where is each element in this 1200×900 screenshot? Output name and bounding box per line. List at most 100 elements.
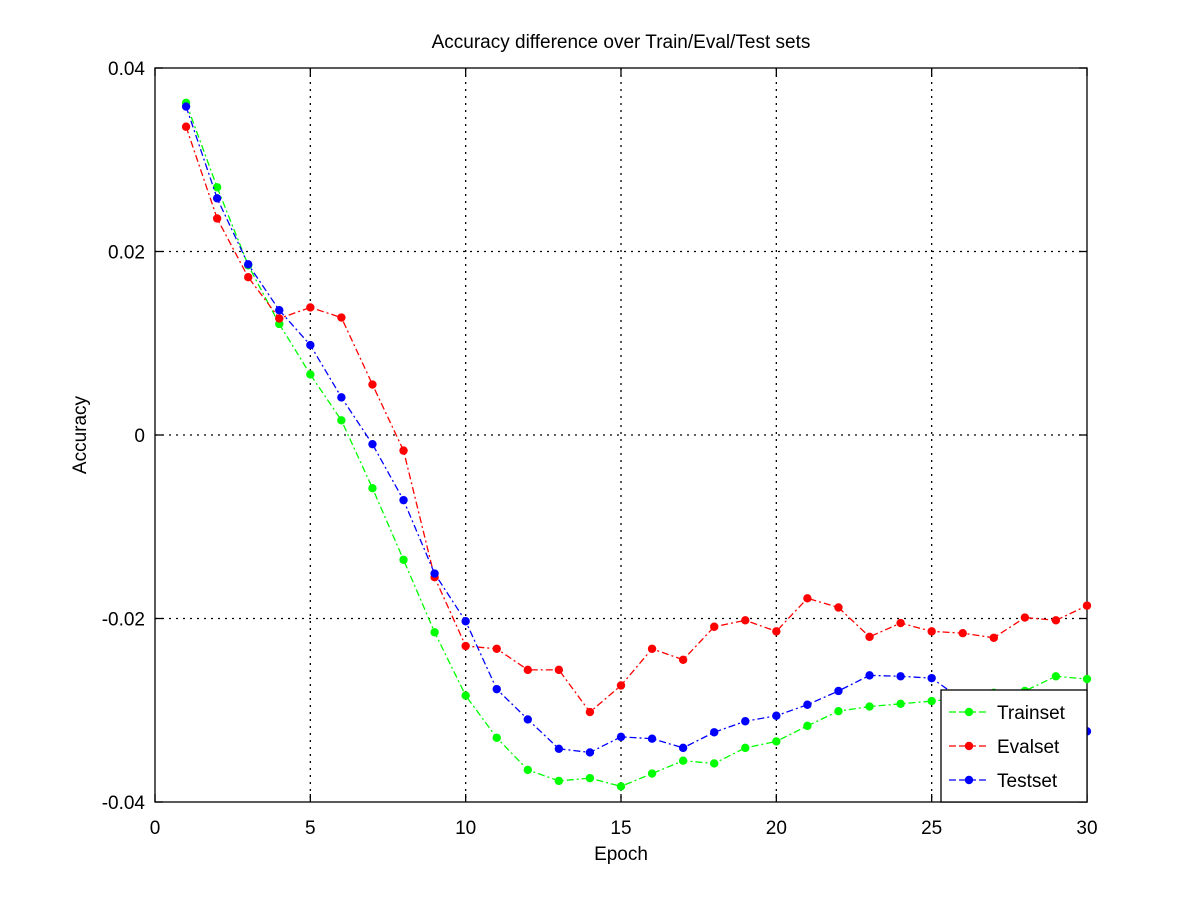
x-tick-label: 10 bbox=[455, 818, 476, 839]
data-point-testset bbox=[212, 194, 222, 203]
x-tick-label: 0 bbox=[150, 818, 161, 839]
grid bbox=[155, 68, 1087, 802]
data-point-testset bbox=[430, 569, 439, 578]
data-point-testset bbox=[772, 711, 781, 720]
data-point-trainset bbox=[678, 756, 688, 765]
data-point-testset bbox=[399, 495, 408, 505]
data-point-testset bbox=[244, 260, 253, 269]
legend-item-testset: Testset bbox=[949, 771, 1058, 792]
data-point-evalset bbox=[337, 313, 346, 322]
data-point-evalset bbox=[275, 314, 284, 323]
legend-marker-evalset bbox=[964, 741, 974, 751]
series-line-trainset bbox=[185, 102, 1088, 788]
data-point-trainset bbox=[430, 628, 439, 637]
data-point-trainset bbox=[554, 776, 564, 786]
data-point-trainset bbox=[585, 773, 595, 783]
data-point-testset bbox=[927, 673, 936, 683]
data-point-trainset bbox=[306, 370, 315, 379]
data-point-testset bbox=[710, 728, 719, 737]
data-point-trainset bbox=[834, 706, 843, 716]
data-point-evalset bbox=[306, 303, 315, 312]
data-point-evalset bbox=[212, 214, 222, 223]
y-tick-label: 0.04 bbox=[108, 59, 145, 80]
data-point-testset bbox=[492, 684, 501, 694]
axis-ticks: 0 5 10 15 20 25 30 -0.04 -0.02 0 0.02 0.04 bbox=[102, 59, 1098, 839]
data-point-trainset bbox=[492, 733, 501, 742]
x-tick-label: 20 bbox=[766, 818, 787, 839]
data-point-testset bbox=[306, 340, 315, 350]
data-point-evalset bbox=[927, 627, 936, 636]
legend-marker-trainset bbox=[964, 707, 974, 717]
data-point-trainset bbox=[927, 696, 936, 706]
data-point-evalset bbox=[741, 616, 750, 625]
data-point-evalset bbox=[989, 633, 998, 642]
legend-label-evalset: Evalset bbox=[997, 737, 1060, 758]
data-point-trainset bbox=[616, 782, 626, 791]
data-point-evalset bbox=[585, 707, 595, 717]
data-point-evalset bbox=[647, 644, 657, 653]
y-tick-label: -0.04 bbox=[102, 793, 146, 814]
data-point-evalset bbox=[554, 665, 564, 675]
data-point-trainset bbox=[368, 484, 377, 493]
data-point-testset bbox=[803, 700, 812, 709]
data-point-testset bbox=[616, 732, 626, 742]
legend-item-trainset: Trainset bbox=[949, 703, 1066, 724]
data-point-evalset bbox=[1051, 616, 1061, 625]
x-axis-label: Epoch bbox=[594, 844, 648, 865]
data-point-trainset bbox=[461, 691, 470, 700]
data-point-evalset bbox=[896, 618, 905, 628]
legend-label-testset: Testset bbox=[997, 771, 1058, 792]
data-point-trainset bbox=[1082, 674, 1092, 684]
data-point-testset bbox=[523, 715, 532, 724]
series-line-evalset bbox=[185, 126, 1088, 714]
data-point-evalset bbox=[244, 272, 253, 282]
data-point-trainset bbox=[399, 555, 408, 564]
data-point-testset bbox=[368, 439, 377, 449]
data-point-trainset bbox=[896, 699, 905, 709]
data-point-trainset bbox=[803, 721, 812, 731]
series-evalset bbox=[181, 122, 1092, 717]
data-point-trainset bbox=[741, 743, 750, 753]
data-point-evalset bbox=[834, 603, 843, 612]
legend-item-evalset: Evalset bbox=[949, 737, 1060, 758]
data-point-testset bbox=[834, 686, 843, 696]
data-point-evalset bbox=[710, 622, 719, 631]
data-point-evalset bbox=[1082, 601, 1092, 610]
data-point-trainset bbox=[523, 765, 532, 775]
data-point-evalset bbox=[181, 122, 191, 131]
data-point-trainset bbox=[710, 759, 719, 768]
data-point-testset bbox=[678, 743, 688, 753]
data-point-evalset bbox=[368, 380, 377, 389]
data-point-testset bbox=[647, 734, 657, 743]
data-point-testset bbox=[554, 744, 564, 753]
data-point-evalset bbox=[865, 632, 874, 642]
data-point-testset bbox=[337, 393, 346, 402]
data-point-evalset bbox=[461, 641, 470, 651]
data-point-trainset bbox=[212, 183, 222, 192]
data-point-trainset bbox=[337, 416, 346, 425]
data-point-evalset bbox=[678, 655, 688, 664]
data-point-evalset bbox=[616, 681, 626, 690]
x-tick-label: 5 bbox=[305, 818, 316, 839]
data-point-testset bbox=[181, 102, 191, 111]
chart-title: Accuracy difference over Train/Eval/Test… bbox=[432, 32, 811, 53]
x-tick-label: 25 bbox=[921, 818, 942, 839]
data-point-testset bbox=[585, 748, 595, 757]
data-point-trainset bbox=[1051, 672, 1061, 681]
series-layer bbox=[181, 98, 1092, 791]
data-point-evalset bbox=[803, 594, 812, 603]
series-testset bbox=[181, 102, 1092, 757]
y-axis-label: Accuracy bbox=[70, 395, 91, 474]
y-tick-label: -0.02 bbox=[102, 610, 145, 631]
data-point-trainset bbox=[865, 702, 874, 711]
data-point-evalset bbox=[958, 628, 967, 638]
data-point-testset bbox=[896, 672, 905, 681]
data-point-testset bbox=[741, 717, 750, 726]
data-point-trainset bbox=[772, 737, 781, 746]
data-point-trainset bbox=[647, 769, 657, 778]
data-point-evalset bbox=[772, 627, 781, 636]
x-tick-label: 15 bbox=[610, 818, 631, 839]
legend-marker-testset bbox=[964, 775, 974, 785]
data-point-testset bbox=[865, 671, 874, 680]
